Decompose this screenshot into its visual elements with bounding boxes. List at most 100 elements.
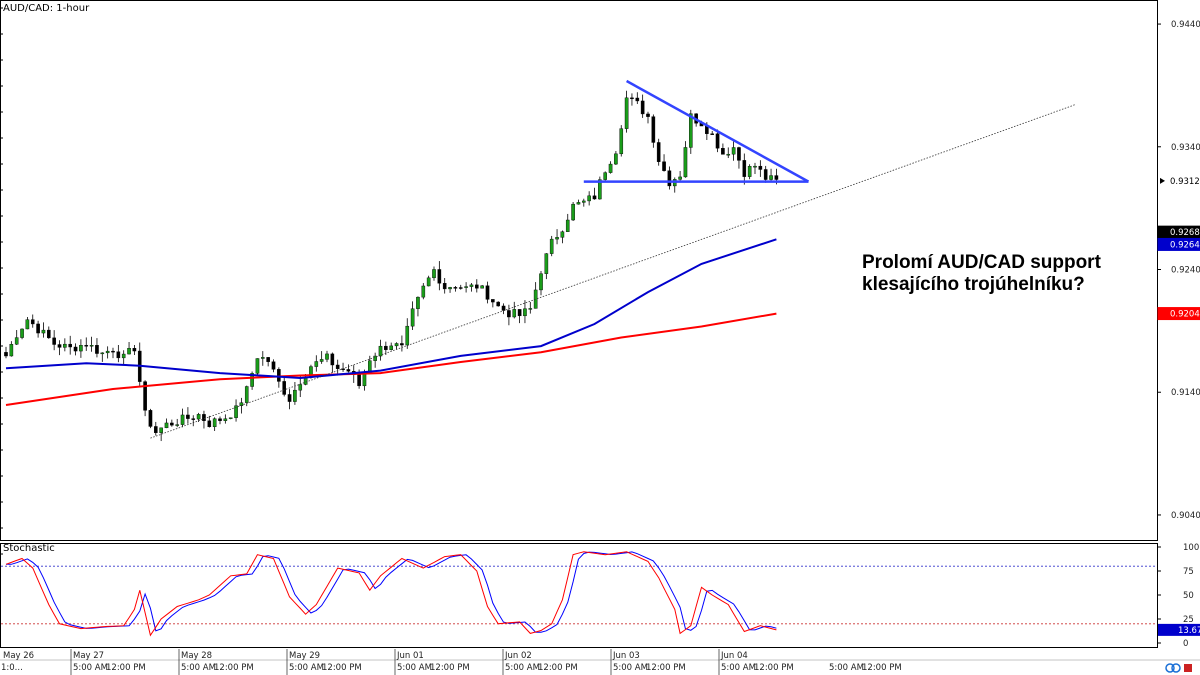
stoch-value-label: 13.67 — [1178, 626, 1200, 636]
bullish-candle — [41, 329, 46, 334]
bullish-candle — [20, 328, 24, 338]
stoch-tick-label: 0 — [1183, 639, 1188, 649]
bearish-candle — [84, 345, 89, 347]
bullish-candle — [298, 384, 303, 391]
bearish-candle — [667, 170, 672, 187]
time-label: Jun 01 — [396, 651, 424, 661]
bullish-candle — [25, 319, 30, 330]
bearish-candle — [384, 345, 388, 350]
bullish-candle — [689, 113, 693, 148]
bullish-candle — [726, 153, 731, 156]
bearish-candle — [651, 116, 656, 143]
ma-red-line — [5, 312, 777, 406]
bearish-candle — [52, 337, 56, 345]
bullish-candle — [469, 284, 474, 287]
bullish-candle — [378, 345, 383, 357]
bullish-candle — [512, 309, 517, 318]
price-tick-label: 0.92404 — [1171, 266, 1200, 276]
stoch-tick-label: 100 — [1183, 543, 1199, 553]
bearish-candle — [111, 350, 115, 353]
bullish-candle — [9, 344, 14, 357]
price-tick-label: 0.93404 — [1171, 143, 1200, 153]
bearish-candle — [646, 113, 650, 117]
time-label: 5:00 AM — [505, 663, 540, 673]
bearish-candle — [330, 353, 335, 366]
bearish-candle — [400, 343, 404, 346]
bearish-candle — [501, 305, 506, 311]
bearish-candle — [116, 351, 121, 359]
time-label: May 28 — [181, 651, 212, 661]
time-label: 12:00 PM — [754, 663, 794, 673]
bullish-candle — [314, 361, 319, 367]
time-label: 12:00 PM — [538, 663, 578, 673]
bullish-candle — [373, 355, 377, 361]
bullish-candle — [747, 166, 752, 177]
bearish-candle — [73, 346, 78, 352]
time-label: 5:00 AM — [73, 663, 108, 673]
bullish-candle — [261, 357, 265, 359]
bearish-candle — [491, 299, 495, 303]
bullish-candle — [105, 350, 110, 354]
bullish-candle — [255, 358, 260, 374]
time-label: 12:00 PM — [646, 663, 686, 673]
bullish-candle — [159, 427, 163, 433]
bearish-candle — [132, 348, 137, 352]
stoch-tick-label: 75 — [1183, 567, 1194, 577]
indicator-title: Stochastic — [3, 543, 55, 554]
bullish-candle — [89, 345, 94, 347]
time-label: 5:00 AM — [721, 663, 756, 673]
bullish-candle — [426, 277, 431, 287]
bullish-candle — [164, 422, 169, 429]
bullish-candle — [565, 219, 570, 232]
bullish-candle — [100, 352, 105, 355]
stochastic-d-line — [6, 551, 777, 633]
price-tag-label: 0.93126 — [1170, 177, 1200, 187]
link-icon-2 — [1171, 663, 1181, 673]
bearish-candle — [507, 310, 511, 318]
bullish-candle — [405, 325, 410, 346]
bearish-candle — [68, 343, 72, 348]
bullish-candle — [228, 417, 233, 419]
bullish-candle — [448, 287, 452, 290]
bullish-candle — [619, 128, 624, 155]
bullish-candle — [250, 373, 254, 387]
bullish-candle — [769, 175, 773, 180]
bearish-candle — [763, 169, 768, 180]
bullish-candle — [394, 343, 399, 347]
ma-blue-line — [5, 238, 777, 380]
annotation-line-1: Prolomí AUD/CAD support — [862, 252, 1102, 273]
bullish-candle — [603, 172, 607, 180]
bullish-candle — [571, 203, 575, 221]
bullish-candle — [528, 308, 533, 310]
price-tag — [1157, 307, 1200, 321]
bearish-candle — [186, 414, 190, 419]
price-tick-label: 0.94404 — [1171, 20, 1200, 30]
bearish-candle — [774, 175, 779, 180]
bullish-candle — [63, 343, 67, 348]
bearish-candle — [218, 418, 222, 421]
bullish-candle — [544, 253, 549, 274]
time-label: 5:00 AM — [613, 663, 648, 673]
time-label: 12:00 PM — [106, 663, 146, 673]
bullish-candle — [576, 202, 581, 205]
bullish-candle — [683, 147, 688, 178]
bullish-candle — [753, 165, 757, 168]
annotation-line-2: klesajícího trojúhelníku? — [862, 274, 1085, 295]
bearish-candle — [36, 323, 40, 334]
bullish-candle — [175, 424, 180, 426]
bullish-candle — [598, 179, 602, 200]
bullish-candle — [180, 414, 185, 425]
bearish-candle — [287, 394, 292, 402]
bearish-candle — [737, 147, 741, 161]
bearish-candle — [592, 195, 597, 200]
bearish-candle — [357, 374, 361, 387]
time-label: Jun 02 — [504, 651, 532, 661]
bullish-candle — [319, 359, 324, 362]
bearish-candle — [485, 285, 490, 300]
bullish-candle — [223, 418, 228, 421]
bullish-candle — [464, 286, 468, 288]
bearish-candle — [57, 344, 62, 348]
bullish-candle — [555, 237, 559, 240]
bearish-candle — [437, 269, 442, 284]
bearish-candle — [635, 97, 640, 102]
